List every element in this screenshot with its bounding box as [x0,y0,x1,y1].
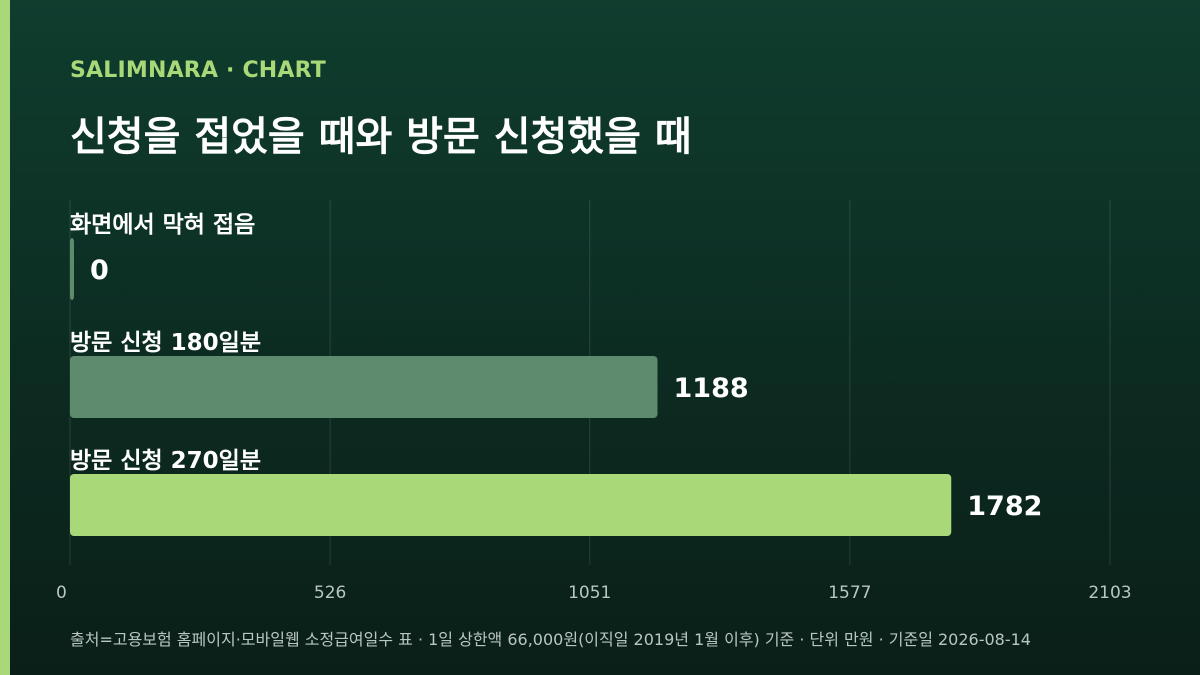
x-tick-label: 1577 [828,583,871,603]
bar [70,238,74,300]
category-label: 방문 신청 270일분 [70,448,261,474]
value-label: 1782 [967,491,1042,522]
accent-bar [0,0,10,675]
bar [70,356,658,418]
x-tick-label: 0 [56,583,67,603]
source-note: 출처=고용보험 홈페이지·모바일웹 소정급여일수 표 · 1일 상한액 66,0… [70,630,1031,649]
category-label: 화면에서 막혀 접음 [70,212,255,238]
value-label: 1188 [674,373,749,404]
x-tick-label: 2103 [1088,583,1131,603]
bar [70,474,952,536]
chart-title: 신청을 접었을 때와 방문 신청했을 때 [70,114,692,160]
value-label: 0 [90,255,109,286]
x-tick-label: 526 [314,583,346,603]
brand-label: SALIMNARA · CHART [70,58,326,83]
x-tick-label: 1051 [568,583,611,603]
category-label: 방문 신청 180일분 [70,330,261,356]
